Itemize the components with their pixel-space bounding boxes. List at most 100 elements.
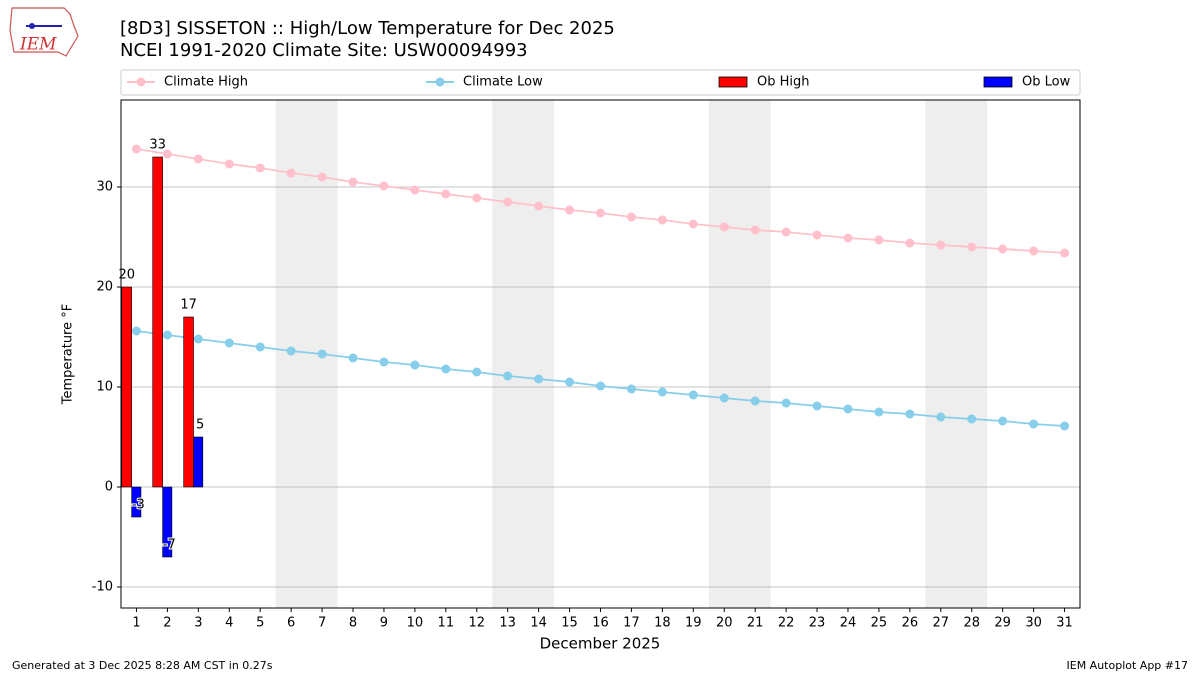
point — [162, 330, 172, 340]
data-label: -7 — [163, 538, 176, 553]
point — [1029, 246, 1039, 256]
x-tick-label: 25 — [871, 616, 888, 631]
point — [317, 349, 327, 359]
legend-marker — [435, 77, 445, 87]
x-tick-label: 7 — [318, 616, 326, 631]
x-tick-label: 23 — [809, 616, 826, 631]
point — [1029, 419, 1039, 429]
x-tick-label: 9 — [380, 616, 388, 631]
point — [286, 346, 296, 356]
weekend-shade — [925, 100, 988, 608]
x-tick-label: 11 — [438, 616, 455, 631]
point — [688, 219, 698, 229]
series-line — [136, 330, 1065, 427]
point — [967, 242, 977, 252]
data-label: 20 — [118, 268, 135, 283]
point — [843, 233, 853, 243]
bar — [152, 156, 163, 488]
point — [719, 222, 729, 232]
x-tick-label: 13 — [499, 616, 516, 631]
point — [441, 364, 451, 374]
chart-title: [8D3] SISSETON :: High/Low Temperature f… — [120, 18, 615, 39]
legend-label: Climate Low — [463, 75, 543, 90]
point — [874, 235, 884, 245]
point — [472, 193, 482, 203]
point — [534, 201, 544, 211]
x-tick-label: 28 — [963, 616, 980, 631]
chart-subtitle: NCEI 1991-2020 Climate Site: USW00094993 — [120, 40, 528, 61]
point — [131, 326, 141, 336]
point — [596, 381, 605, 391]
footer-left: Generated at 3 Dec 2025 8:28 AM CST in 0… — [12, 659, 273, 672]
point — [565, 377, 575, 387]
x-tick-label: 16 — [592, 616, 609, 631]
point — [843, 404, 853, 414]
bar — [183, 316, 194, 488]
x-tick-label: 31 — [1056, 616, 1073, 631]
legend-swatch — [983, 76, 1013, 88]
point — [967, 414, 977, 424]
x-tick-label: 21 — [747, 616, 764, 631]
point — [936, 412, 946, 422]
x-tick-label: 20 — [716, 616, 733, 631]
x-tick-label: 19 — [685, 616, 702, 631]
point — [688, 390, 698, 400]
point — [781, 398, 791, 408]
x-tick-label: 27 — [933, 616, 950, 631]
x-tick-label: 17 — [623, 616, 640, 631]
bar — [131, 486, 142, 518]
data-label: -3 — [132, 498, 145, 513]
point — [534, 374, 544, 384]
point — [1060, 248, 1070, 258]
point — [812, 401, 822, 411]
x-tick-label: 6 — [287, 616, 295, 631]
x-tick-label: 8 — [349, 616, 357, 631]
x-tick-label: 22 — [778, 616, 795, 631]
y-tick-label: -10 — [92, 580, 113, 595]
point — [255, 163, 265, 173]
data-label: 33 — [149, 138, 166, 153]
data-label: 5 — [196, 418, 204, 433]
x-tick-label: 3 — [194, 616, 202, 631]
point — [348, 177, 358, 187]
bar — [121, 286, 132, 488]
x-tick-label: 12 — [468, 616, 485, 631]
x-tick-label: 18 — [654, 616, 671, 631]
x-tick-label: 1 — [132, 616, 140, 631]
bar — [162, 486, 173, 558]
point — [750, 225, 760, 235]
x-tick-label: 29 — [994, 616, 1011, 631]
point — [812, 230, 822, 240]
x-tick-label: 2 — [163, 616, 171, 631]
weekend-shade — [492, 100, 555, 608]
point — [626, 384, 636, 394]
point — [410, 185, 420, 195]
bar — [193, 436, 204, 488]
y-tick-label: 20 — [96, 280, 113, 295]
point — [657, 215, 667, 225]
point — [131, 144, 141, 154]
legend — [120, 69, 1081, 96]
point — [379, 357, 389, 367]
point — [998, 416, 1008, 426]
point — [719, 393, 729, 403]
legend-label: Ob Low — [1022, 75, 1071, 90]
point — [472, 367, 482, 377]
point — [905, 238, 915, 248]
x-tick-label: 26 — [902, 616, 919, 631]
legend-label: Ob High — [757, 75, 810, 90]
x-tick-label: 30 — [1025, 616, 1042, 631]
x-axis-label: December 2025 — [540, 635, 661, 653]
point — [255, 342, 265, 352]
point — [781, 227, 791, 237]
x-tick-label: 15 — [561, 616, 578, 631]
point — [162, 149, 172, 159]
point — [874, 407, 884, 417]
point — [348, 353, 358, 363]
point — [503, 371, 513, 381]
y-tick-label: 10 — [96, 380, 113, 395]
point — [503, 197, 513, 207]
data-label: 17 — [180, 298, 197, 313]
point — [224, 338, 234, 348]
